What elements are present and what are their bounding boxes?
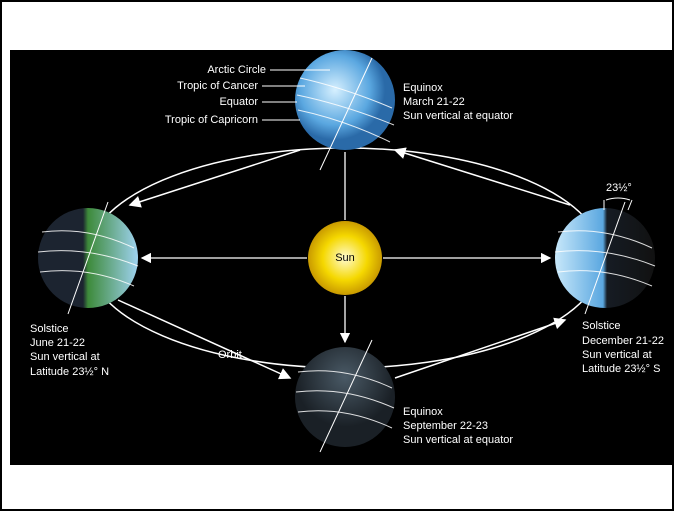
position-date: March 21-22 — [403, 96, 465, 108]
page: Sun Arctic Circle Tropic of Cancer Equat… — [0, 0, 674, 511]
position-note: Latitude 23½° S — [582, 363, 660, 375]
position-name: Solstice — [582, 320, 621, 332]
position-name: Solstice — [30, 323, 69, 335]
position-note: Sun vertical at equator — [403, 110, 513, 122]
position-date: September 22-23 — [403, 420, 488, 432]
position-date: December 21-22 — [582, 335, 664, 347]
position-date: June 21-22 — [30, 337, 85, 349]
globe-label: Arctic Circle — [207, 64, 266, 76]
globe — [295, 50, 395, 150]
diagram: Sun Arctic Circle Tropic of Cancer Equat… — [0, 0, 674, 511]
orbit-label: Orbit — [218, 349, 242, 361]
position-name: Equinox — [403, 82, 443, 94]
globe-label: Equator — [219, 96, 258, 108]
tilt-label: 23½° — [606, 182, 632, 194]
position-note: Sun vertical at — [582, 349, 652, 361]
position-name: Equinox — [403, 406, 443, 418]
globe-label: Tropic of Capricorn — [165, 114, 258, 126]
position-note: Sun vertical at equator — [403, 434, 513, 446]
position-note: Sun vertical at — [30, 351, 100, 363]
position-note: Latitude 23½° N — [30, 366, 109, 378]
sun-label: Sun — [335, 252, 355, 264]
globe-label: Tropic of Cancer — [177, 80, 258, 92]
